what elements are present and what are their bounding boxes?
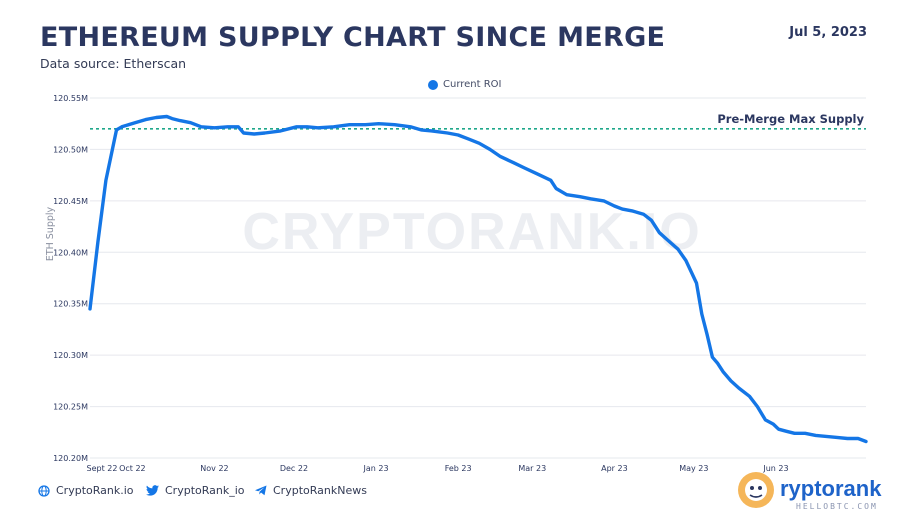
y-axis-label: ETH Supply xyxy=(45,206,56,261)
logo-wordmark: ryptorank xyxy=(780,476,882,501)
legend-label: Current ROI xyxy=(443,79,502,90)
x-tick-label: Sept 22 xyxy=(87,464,118,473)
data-source-subtitle: Data source: Etherscan xyxy=(40,56,187,71)
x-tick-label: Feb 23 xyxy=(445,464,472,473)
chart-title: ETHEREUM SUPPLY CHART SINCE MERGE xyxy=(40,22,666,53)
footer-twitter[interactable]: CryptoRank_io xyxy=(146,484,245,497)
eth-supply-line xyxy=(88,114,868,444)
x-tick-label: Mar 23 xyxy=(518,464,546,473)
watermark: CRYPTORANK.IO xyxy=(242,203,701,261)
globe-icon xyxy=(38,484,50,497)
legend-swatch xyxy=(428,79,438,90)
x-tick-label: May 23 xyxy=(679,464,708,473)
footer-telegram-label: CryptoRankNews xyxy=(273,484,367,497)
y-tick-label: 120.55M xyxy=(53,94,88,103)
y-tick-label: 120.25M xyxy=(53,403,88,412)
telegram-icon xyxy=(255,485,267,496)
x-tick-label: Jan 23 xyxy=(363,464,389,473)
y-tick-label: 120.40M xyxy=(53,248,88,257)
y-tick-label: 120.35M xyxy=(53,300,88,309)
report-date: Jul 5, 2023 xyxy=(789,25,867,40)
x-tick-label: Oct 22 xyxy=(119,464,146,473)
footer-telegram[interactable]: CryptoRankNews xyxy=(255,484,367,497)
x-tick-label: Nov 22 xyxy=(200,464,228,473)
twitter-icon xyxy=(146,485,159,496)
logo-subtext: HELLOBTC.COM xyxy=(796,502,878,511)
cryptorank-logo: ryptorank HELLOBTC.COM xyxy=(738,472,882,511)
y-tick-label: 120.45M xyxy=(53,197,88,206)
y-tick-label: 120.30M xyxy=(53,351,88,360)
chart-legend[interactable]: Current ROI xyxy=(428,79,502,90)
y-tick-label: 120.50M xyxy=(53,145,88,154)
y-tick-label: 120.20M xyxy=(53,454,88,463)
x-tick-label: Dec 22 xyxy=(280,464,308,473)
footer-site[interactable]: CryptoRank.io xyxy=(38,484,134,497)
pre-merge-max-supply-label: Pre-Merge Max Supply xyxy=(717,112,864,126)
x-tick-label: Apr 23 xyxy=(601,464,628,473)
footer-site-label: CryptoRank.io xyxy=(56,484,134,497)
footer-twitter-label: CryptoRank_io xyxy=(165,484,245,497)
x-tick-label: Jun 23 xyxy=(762,464,788,473)
